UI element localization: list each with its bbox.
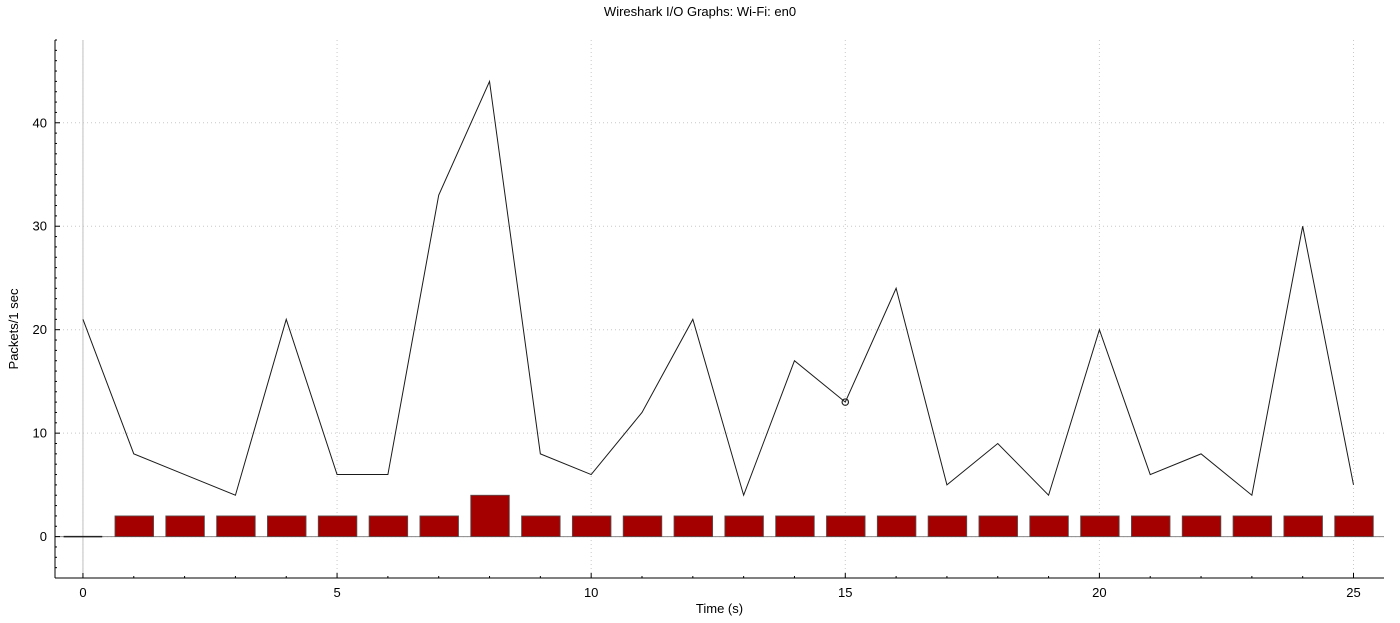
highlight-point xyxy=(841,398,850,406)
x-tick-label: 25 xyxy=(1346,585,1360,600)
x-tick-label: 5 xyxy=(333,585,340,600)
line-series xyxy=(82,79,1355,497)
bar xyxy=(724,515,764,538)
line-path xyxy=(82,79,1355,497)
y-tick-label: 30 xyxy=(33,219,47,234)
bar xyxy=(826,515,866,538)
bar xyxy=(1029,515,1069,538)
axes xyxy=(54,39,1384,579)
bar xyxy=(622,515,663,538)
grid-lines xyxy=(55,40,1384,578)
y-tick-label: 40 xyxy=(33,115,47,130)
bar xyxy=(876,515,917,538)
bar xyxy=(419,515,459,538)
y-tick-label: 0 xyxy=(40,529,47,544)
x-tick-label: 10 xyxy=(584,585,598,600)
bar xyxy=(1283,515,1323,538)
y-tick-label: 10 xyxy=(33,426,47,441)
bar xyxy=(521,515,561,538)
bar xyxy=(1334,515,1374,538)
bar xyxy=(673,515,714,538)
bar xyxy=(1181,515,1222,538)
x-axis-label: Time (s) xyxy=(696,601,743,616)
bar xyxy=(114,515,154,538)
bar xyxy=(470,494,510,538)
bar xyxy=(216,515,256,538)
bar xyxy=(927,515,968,538)
y-tick-label: 20 xyxy=(33,322,47,337)
bar-series xyxy=(63,494,1374,538)
x-tick-label: 20 xyxy=(1092,585,1106,600)
x-tick-label: 15 xyxy=(838,585,852,600)
y-axis-label: Packets/1 sec xyxy=(6,288,21,369)
bar xyxy=(317,515,358,538)
x-tick-label: 0 xyxy=(79,585,86,600)
bar xyxy=(1080,515,1120,538)
bar xyxy=(571,515,612,538)
bar xyxy=(1131,515,1171,538)
bar xyxy=(368,515,409,538)
chart-title: Wireshark I/O Graphs: Wi-Fi: en0 xyxy=(603,4,797,19)
bar xyxy=(165,515,205,538)
bar xyxy=(267,515,307,538)
bar xyxy=(1232,515,1273,538)
tick-labels: 0 10 20 30 40 0 5 10 15 20 25 xyxy=(33,115,1361,600)
bar xyxy=(978,515,1018,538)
bar xyxy=(775,515,815,538)
